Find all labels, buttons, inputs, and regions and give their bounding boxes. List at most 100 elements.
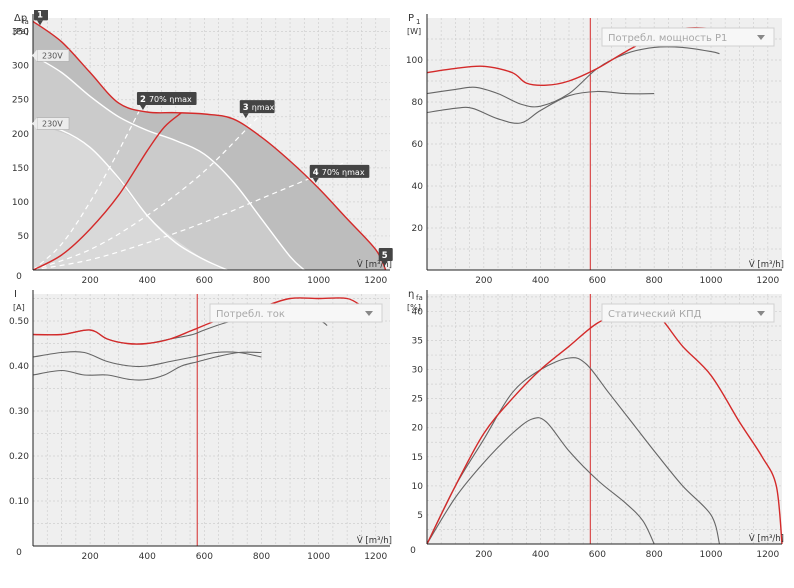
- plot-area: [33, 294, 390, 546]
- x-tick-label: 400: [139, 552, 156, 562]
- y-axis-unit: [Pa]: [13, 27, 29, 36]
- x-tick-label: 400: [139, 276, 156, 286]
- legend-dropdown[interactable]: Статический КПД: [601, 303, 775, 323]
- operating-marker-5: 5: [378, 248, 393, 266]
- x-tick-label: 1000: [307, 552, 330, 562]
- red-series-line-1: [32, 297, 379, 345]
- voltage-text: 230V: [42, 51, 63, 60]
- x-tick-label: 400: [532, 276, 549, 286]
- y-tick-label: 30: [412, 366, 424, 376]
- plot-area: [427, 294, 782, 544]
- y-axis-label-subscript: 1: [416, 18, 420, 26]
- y-tick-label: 250: [12, 96, 29, 106]
- y-tick-label: 25: [412, 395, 423, 405]
- efficiency-line-1: [32, 106, 143, 271]
- marker-number: 1: [37, 10, 43, 20]
- operating-region-low: [33, 123, 228, 270]
- x-tick-label: 800: [253, 552, 270, 562]
- marker-text: 70% ηmax: [322, 168, 365, 177]
- current-chart: 200 400 600 800 1000 1200 0.10 0.20 0.30 0.40 0.50…: [9, 289, 392, 562]
- y-axis-label: η: [408, 289, 414, 300]
- x-tick-label: 1200: [364, 276, 387, 286]
- voltage-label-1: 230V: [32, 49, 70, 62]
- gray-series-line-2: [426, 90, 655, 124]
- y-tick-label: 40: [412, 307, 424, 317]
- gray-series-line-2: [426, 417, 655, 545]
- y-tick-label: 60: [412, 140, 424, 150]
- y-axis-label-subscript: fa: [416, 294, 423, 302]
- marker-pointer: [381, 261, 388, 266]
- x-axis-label: V̇ [m³/h]: [749, 532, 784, 544]
- x-axis-label: V̇ [m³/h]: [357, 534, 392, 546]
- x-tick-label: 600: [196, 552, 213, 562]
- x-tick-label: 200: [475, 550, 492, 560]
- x-tick-label: 800: [253, 276, 270, 286]
- marker-number: 4: [313, 168, 319, 178]
- x-axis-label: V̇ [m³/h]: [357, 258, 392, 270]
- gray-series-line-1: [426, 357, 721, 545]
- legend-dropdown[interactable]: Потребл. мощность P1: [601, 27, 775, 47]
- gray-series-line-2: [32, 351, 262, 368]
- chevron-down-icon: [757, 35, 765, 40]
- y-tick-label: 0.10: [9, 497, 29, 507]
- marker-badge: [34, 10, 48, 21]
- y-axis-unit: [W]: [407, 27, 421, 36]
- y-tick-label: 5: [417, 511, 423, 521]
- x-tick-label: 1200: [756, 550, 779, 560]
- y-tick-label: 100: [406, 56, 423, 66]
- pressure-chart: 200 400 600 800 1000 120050100150200250300350…: [12, 10, 393, 286]
- chevron-down-icon: [757, 311, 765, 316]
- y-tick-label: 0.50: [9, 317, 29, 327]
- marker-pointer: [37, 20, 43, 26]
- legend-dropdown-label: Потребл. мощность P1: [608, 33, 727, 44]
- voltage-pointer: [32, 117, 37, 130]
- y-tick-label: 20: [412, 224, 424, 234]
- marker-badge: [136, 91, 197, 105]
- x-tick-label: 200: [475, 276, 492, 286]
- origin-label: 0: [16, 272, 22, 282]
- y-tick-label: 20: [412, 424, 424, 434]
- origin-label: 0: [410, 546, 416, 556]
- legend-dropdown-label: Статический КПД: [608, 309, 702, 320]
- red-series-line-1: [32, 20, 387, 271]
- marker-pointer: [242, 113, 249, 119]
- chevron-down-icon: [365, 311, 373, 316]
- marker-text: ηmax: [252, 103, 275, 112]
- x-tick-label: 800: [646, 276, 663, 286]
- y-axis-unit: [A]: [13, 303, 25, 312]
- y-tick-label: 80: [412, 98, 424, 108]
- marker-number: 5: [382, 251, 388, 261]
- marker-badge: [378, 248, 393, 261]
- voltage-label-2: 230V: [32, 117, 70, 130]
- y-tick-label: 150: [12, 164, 29, 174]
- y-tick-label: 10: [412, 482, 424, 492]
- x-tick-label: 1000: [700, 550, 723, 560]
- marker-number: 3: [243, 103, 249, 113]
- y-tick-label: 40: [412, 182, 424, 192]
- x-tick-label: 600: [589, 550, 606, 560]
- y-axis-label: I: [14, 289, 17, 300]
- gray-series-line-1: [426, 46, 720, 108]
- operating-marker-2: 2 70% ηmax: [136, 91, 197, 110]
- y-axis-unit: [%]: [407, 303, 421, 312]
- y-tick-label: 300: [12, 62, 29, 72]
- y-tick-label: 350: [12, 28, 29, 38]
- x-tick-label: 1200: [364, 552, 387, 562]
- marker-badge: [239, 100, 275, 114]
- operating-marker-3: 3 ηmax: [239, 100, 275, 119]
- voltage-text: 230V: [42, 120, 63, 129]
- x-axis-label: V̇ [m³/h]: [749, 258, 784, 270]
- x-tick-label: 800: [646, 550, 663, 560]
- legend-dropdown[interactable]: Потребл. ток: [209, 303, 383, 323]
- legend-dropdown-box: [601, 303, 775, 323]
- efficiency-line-3: [32, 160, 348, 271]
- operating-marker-1: 1: [34, 10, 48, 26]
- y-tick-label: 100: [12, 198, 29, 208]
- marker-pointer: [139, 104, 146, 110]
- x-tick-label: 600: [196, 276, 213, 286]
- origin-label: 0: [16, 548, 22, 558]
- x-tick-label: 200: [82, 276, 99, 286]
- y-axis-label: Δp: [14, 13, 27, 24]
